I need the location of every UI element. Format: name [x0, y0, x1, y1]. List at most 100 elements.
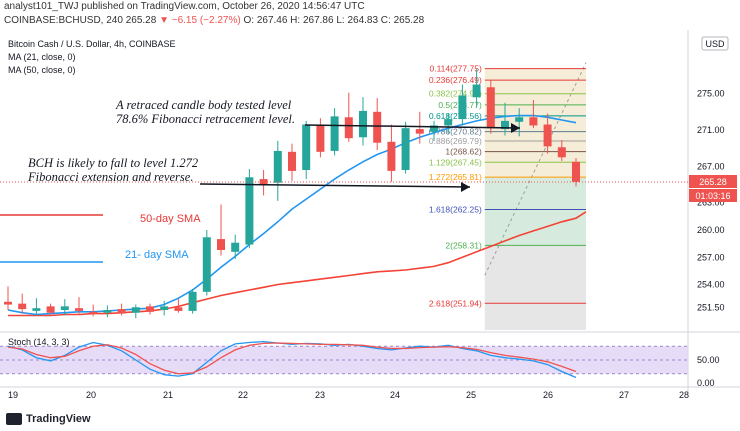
x-tick-label: 26	[543, 390, 553, 400]
sma21-label: 21- day SMA	[125, 249, 189, 261]
candle-body	[32, 308, 41, 311]
candle-body	[458, 95, 467, 120]
y-tick-label: 251.50	[697, 302, 725, 312]
candle-body	[146, 306, 154, 312]
ohlc-values: O: 267.46 H: 267.86 L: 264.83 C: 265.28	[243, 15, 425, 26]
y-tick-label: 263.00	[697, 198, 725, 208]
candle-body	[373, 111, 382, 143]
ma21-line	[7, 114, 577, 316]
x-tick-label: 27	[619, 390, 629, 400]
y-tick-label: 267.00	[697, 161, 725, 171]
candle-body	[89, 311, 98, 314]
x-tick-label: 28	[679, 390, 689, 400]
candle-body	[572, 161, 580, 182]
tradingview-logo-text: TradingView	[26, 413, 91, 425]
x-tick-label: 20	[86, 390, 96, 400]
candle-body	[501, 120, 509, 130]
annotation-arrowhead	[511, 123, 520, 133]
fib-zone-lower	[484, 245, 586, 330]
candle-body	[486, 87, 495, 129]
annotation-arrowhead	[461, 182, 470, 192]
stoch-label: Stoch (14, 3, 3)	[8, 337, 70, 347]
candle-body	[245, 177, 254, 245]
candle-body	[444, 119, 453, 126]
candle-body	[117, 309, 126, 314]
annotation-text: 78.6% Fibonacci retracement level.	[116, 112, 295, 126]
candle-body	[401, 128, 410, 170]
candle-body	[515, 117, 524, 122]
candle-body	[387, 141, 396, 171]
legend-ma21: MA (21, close, 0)	[8, 52, 76, 62]
stoch-k-line	[7, 340, 577, 379]
candle-body	[103, 310, 112, 313]
annotation-text: BCH is likely to fall to level 1.272	[28, 156, 198, 170]
currency-badge	[701, 36, 729, 51]
candle-body	[302, 124, 311, 170]
y-tick-label: 254.00	[697, 280, 725, 290]
y-tick-label: 260.00	[697, 225, 725, 235]
fib-level-label: 1.129(267.45)	[429, 157, 482, 167]
fib-level-label: 0.618(272.56)	[429, 111, 482, 121]
candle-body	[273, 150, 282, 183]
ma50-line	[8, 211, 587, 317]
price-change: ▼ −6.15 (−2.27%)	[159, 15, 241, 26]
candle-body	[231, 242, 240, 252]
candle-body	[18, 303, 27, 310]
candle-body	[430, 125, 438, 132]
candle-body	[75, 308, 83, 311]
fib-level-label: 2(258.31)	[445, 240, 482, 250]
fib-level-label: 0.114(277.75)	[429, 64, 481, 74]
stoch-tick: 0.00	[697, 378, 715, 388]
x-tick-label: 21	[163, 390, 173, 400]
candle-body	[131, 307, 140, 313]
y-tick-label: 271.00	[697, 125, 725, 135]
annotation-text: Fibonacci extension and reverse.	[27, 170, 193, 184]
candle-body	[316, 124, 325, 152]
candle-body	[60, 306, 69, 310]
fib-level-label: 0.382(274.99)	[429, 89, 482, 99]
fib-level-label: 1(268.62)	[445, 147, 482, 157]
legend-ma50: MA (50, close, 0)	[8, 65, 76, 75]
current-price-value: 265.28	[699, 177, 727, 187]
candle-body	[557, 147, 566, 158]
x-tick-label: 23	[315, 390, 325, 400]
candle-body	[415, 129, 424, 134]
x-tick-label: 24	[390, 390, 400, 400]
symbol-price: COINBASE:BCHUSD, 240 265.28	[4, 15, 157, 26]
sma50-label: 50-day SMA	[140, 213, 201, 225]
tradingview-logo[interactable]: TradingView	[6, 413, 91, 425]
countdown-badge	[689, 189, 737, 202]
countdown-value: 01:03:16	[695, 191, 730, 201]
candle-body	[46, 306, 55, 313]
candle-body	[202, 237, 211, 292]
candle-body	[217, 239, 225, 250]
currency-label: USD	[705, 39, 725, 49]
candle-body	[543, 124, 552, 147]
publish-info: analyst101_TWJ published on TradingView.…	[4, 1, 365, 12]
x-tick-label: 25	[466, 390, 476, 400]
x-tick-label: 22	[238, 390, 248, 400]
candle-body	[174, 307, 183, 311]
stoch-tick: 50.00	[697, 355, 720, 365]
fib-level-label: 2.618(251.94)	[429, 298, 482, 308]
current-price-badge	[689, 175, 737, 188]
candle-body	[472, 84, 481, 98]
symbol-info: COINBASE:BCHUSD, 240 265.28 ▼ −6.15 (−2.…	[4, 15, 424, 26]
fib-level-label: 1.618(262.25)	[429, 205, 482, 215]
stoch-d-line	[7, 342, 577, 375]
tradingview-logo-icon	[6, 413, 22, 425]
candle-body	[160, 306, 169, 310]
fib-level-label: 0.886(269.79)	[429, 136, 482, 146]
candle-body	[529, 117, 538, 126]
candle-body	[344, 117, 353, 139]
fib-level-label: 0.786(270.82)	[429, 127, 482, 137]
y-tick-label: 257.00	[697, 252, 725, 262]
annotation-arrow-line	[199, 183, 471, 188]
candle-body	[4, 301, 12, 305]
fib-level-label: 0.236(276.49)	[429, 75, 482, 85]
candle-body	[188, 291, 197, 311]
annotation-text: A retraced candle body tested level	[115, 98, 292, 112]
x-tick-label: 19	[8, 390, 18, 400]
fib-level-label: 1.272(265.81)	[429, 172, 482, 182]
annotation-arrow-line	[304, 124, 521, 129]
